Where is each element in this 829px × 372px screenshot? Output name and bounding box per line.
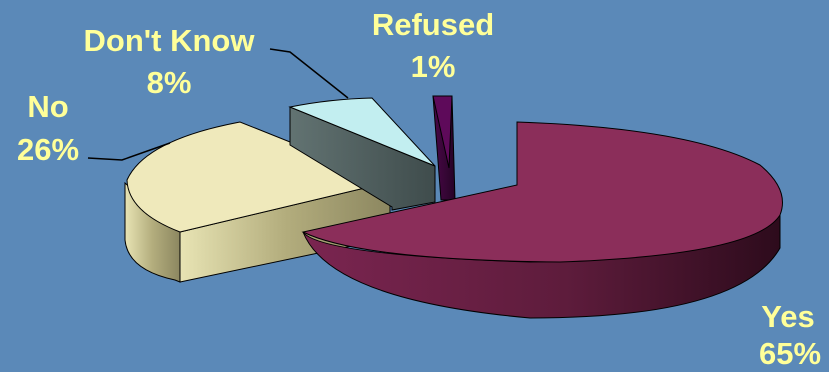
label-yes-name: Yes <box>761 299 814 334</box>
label-dont-know-value: 8% <box>147 65 192 100</box>
pie-slice-no <box>124 121 392 283</box>
pie-slice-yes-top <box>301 121 783 263</box>
label-dont-know-name: Don't Know <box>84 23 256 58</box>
leader-lines <box>87 48 349 161</box>
label-yes-value: 65% <box>759 336 821 371</box>
pie-slice-refused <box>432 95 456 201</box>
leader-line-dont-know <box>269 48 349 99</box>
label-refused-value: 1% <box>411 49 456 84</box>
pie-slice-yes <box>301 121 783 319</box>
leader-line-no <box>87 142 171 161</box>
label-no-name: No <box>27 89 68 124</box>
pie-slice-dont-know <box>288 97 436 211</box>
label-no-value: 26% <box>17 132 79 167</box>
label-refused-name: Refused <box>372 7 494 42</box>
pie-slice-dont-know-top <box>288 97 436 167</box>
pie-slices <box>124 95 783 319</box>
slice-labels: Yes 65% No 26% Don't Know 8% Refused 1% <box>17 7 821 371</box>
pie-slice-no-top <box>126 121 392 233</box>
pie-slice-no-side <box>124 181 181 283</box>
pie-slice-refused-top <box>432 95 453 169</box>
